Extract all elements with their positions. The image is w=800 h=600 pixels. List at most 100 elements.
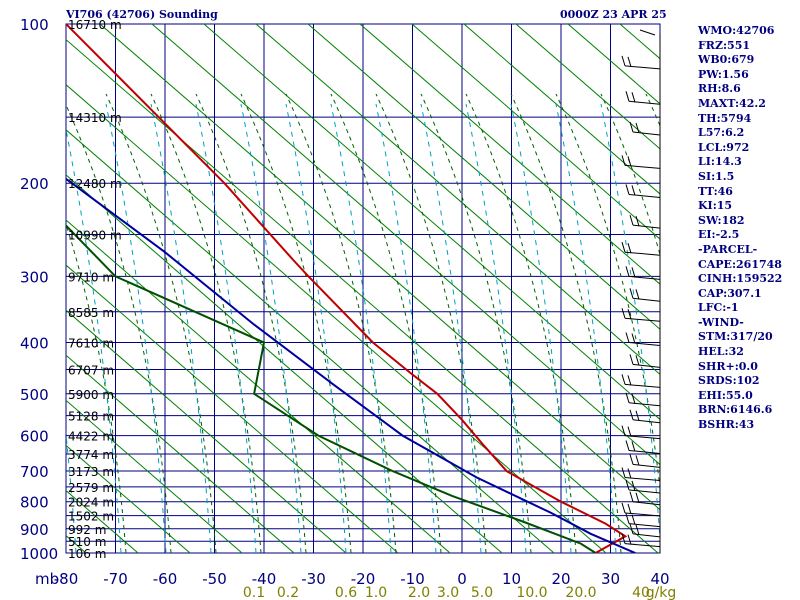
wind-barb [628, 449, 661, 454]
mixing-ratio-label: 1.0 [365, 585, 387, 600]
background-lines [66, 24, 660, 553]
mixing-ratio-label: 0.2 [277, 585, 299, 600]
moist-adiabat-line [285, 103, 347, 553]
stat-item: BRN:6146.6 [698, 403, 773, 417]
stat-item: -PARCEL- [698, 242, 758, 256]
stat-item: BSHR:43 [698, 418, 755, 432]
wind-barb-flag [629, 454, 634, 465]
height-label: 106 m [68, 547, 106, 561]
y-axis-unit-label: mb [35, 570, 59, 588]
stat-item: TT:46 [698, 184, 733, 198]
temperature-tick-label: -70 [103, 570, 128, 588]
moist-adiabat-line [330, 103, 392, 553]
wind-barb-flag [621, 502, 626, 514]
moist-adiabat-line [600, 103, 660, 546]
wind-barb-flag [625, 440, 630, 451]
height-label: 6707 m [68, 364, 114, 378]
wind-barb [632, 297, 661, 302]
pressure-tick-label: 200 [20, 175, 49, 193]
height-label: 7610 m [68, 336, 114, 350]
wind-barb-flag [629, 523, 634, 534]
temperature-tick-label: -30 [301, 570, 326, 588]
dry-adiabat-line [195, 93, 307, 553]
wind-barb-flag [629, 409, 634, 420]
height-label: 16710 m [68, 18, 122, 32]
wind-barb-flag [635, 492, 640, 503]
isotherm-line [66, 399, 243, 553]
wind-barb [628, 402, 661, 407]
dry-adiabat-line [285, 93, 397, 553]
pressure-tick-label: 600 [20, 428, 49, 446]
wind-barb-flag [621, 242, 626, 253]
temperature-line [66, 24, 628, 553]
wind-barb-flag [631, 185, 636, 196]
stat-item: SHR+:0.0 [698, 359, 758, 373]
wind-barb-flag [627, 468, 632, 479]
stat-item: EHI:55.0 [698, 388, 753, 402]
dry-adiabat-line [555, 93, 660, 494]
wind-barb [624, 543, 661, 548]
wind-barb-flag [621, 374, 626, 385]
height-label: 9710 m [68, 270, 114, 284]
moist-adiabat-line [66, 126, 122, 553]
wind-barb-flag [625, 392, 630, 403]
wind-barb-flag [631, 267, 636, 278]
moist-adiabat-line [240, 103, 302, 553]
wind-barb [628, 341, 661, 346]
wind-barb [628, 100, 661, 105]
height-label: 12480 m [68, 177, 122, 191]
wind-barb [624, 65, 661, 70]
wind-barb-flag [621, 55, 626, 67]
dry-adiabat-line [510, 93, 622, 553]
dry-adiabat-line [66, 103, 172, 553]
dewpoint-line [66, 224, 597, 553]
stat-item: SW:182 [698, 213, 745, 227]
wind-barb-flag [625, 332, 630, 343]
stat-item: HEL:32 [698, 345, 744, 359]
isotherm-line [99, 24, 660, 511]
wind-barb-flag [621, 533, 626, 544]
mixing-ratio-label: 3.0 [437, 585, 459, 600]
moist-adiabat-line [105, 103, 167, 553]
stat-item: CAP:307.1 [698, 286, 762, 300]
pressure-tick-label: 500 [20, 386, 49, 404]
stat-item: SRDS:102 [698, 374, 760, 388]
stat-item: LI:14.3 [698, 155, 742, 169]
mixing-ratio-label: 5.0 [471, 585, 493, 600]
temperature-tick-label: 30 [601, 570, 620, 588]
parcel-line [66, 177, 636, 553]
wind-barb [624, 317, 661, 322]
height-label: 3173 m [68, 465, 114, 479]
wind-barb-flag [625, 266, 630, 277]
temperature-tick-label: 0 [457, 570, 467, 588]
temperature-tick-label: -80 [54, 570, 79, 588]
stat-item: FRZ:551 [698, 38, 751, 52]
isotherm-line [411, 24, 660, 240]
isotherm-line [515, 24, 660, 150]
temperature-tick-label: -10 [400, 570, 425, 588]
dry-adiabat-line [240, 93, 352, 553]
wind-barb-flag [625, 184, 630, 195]
pressure-tick-label: 100 [20, 16, 49, 34]
sounding-time: 0000Z 23 APR 25 [560, 8, 667, 21]
stat-item: PW:1.56 [698, 67, 749, 81]
pressure-tick-label: 700 [20, 463, 49, 481]
dry-adiabat-line [150, 93, 262, 553]
pressure-tick-label: 400 [20, 334, 49, 352]
pressure-tick-label: 300 [20, 268, 49, 286]
stat-item: CINH:159522 [698, 272, 783, 286]
mixing-ratio-label: g/kg [646, 585, 677, 600]
isotherm-line [66, 354, 295, 553]
stat-item: KI:15 [698, 199, 733, 213]
mixing-ratio-label: 40 [632, 585, 650, 600]
height-label: 510 m [68, 535, 106, 549]
wind-barb [624, 251, 661, 256]
wind-barb [628, 523, 661, 528]
wind-barb-flag [635, 410, 640, 421]
pressure-tick-label: 1000 [20, 545, 58, 563]
temperature-tick-label: -40 [252, 570, 277, 588]
dry-adiabat-line [600, 93, 660, 257]
moist-adiabat-line [150, 103, 212, 553]
